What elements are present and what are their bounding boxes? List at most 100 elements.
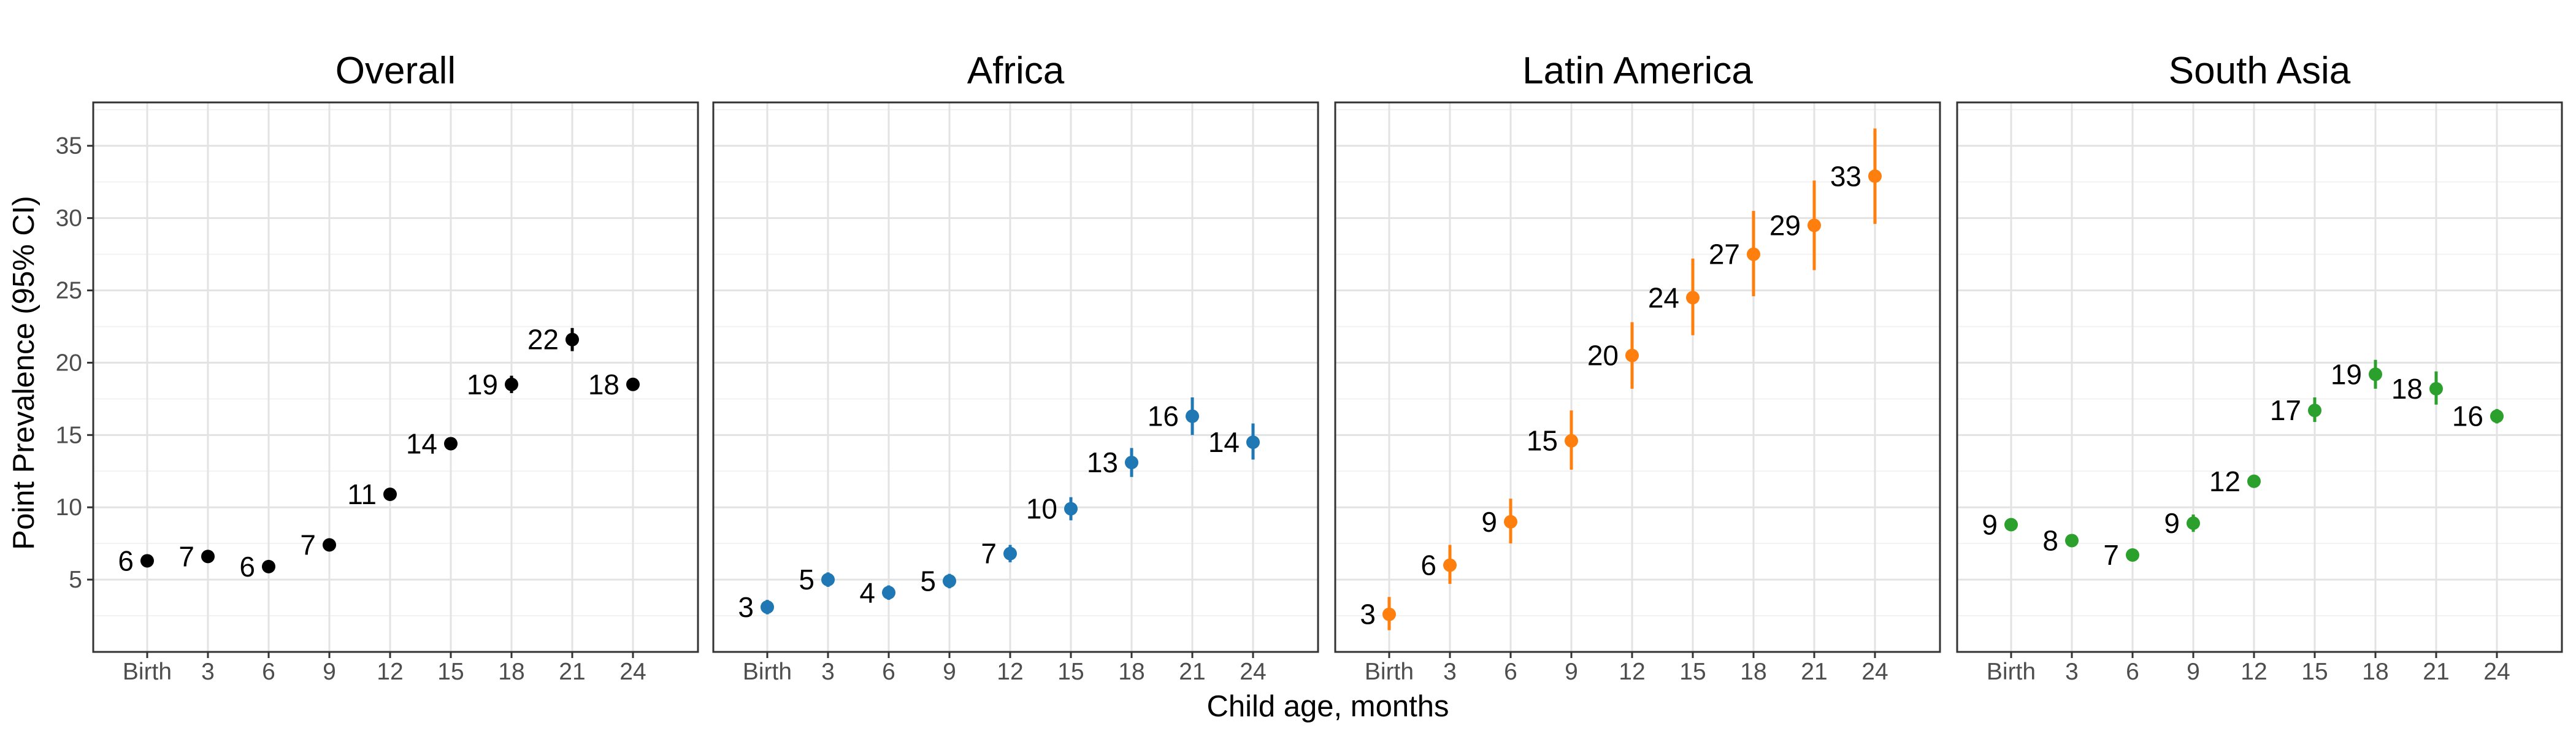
data-point — [761, 600, 774, 614]
data-label: 7 — [178, 540, 194, 572]
y-tick-label: 30 — [56, 205, 82, 232]
x-tick-label: 24 — [2483, 659, 2510, 685]
panel-border — [1334, 101, 1941, 653]
x-tick-label: 24 — [619, 659, 646, 685]
data-point — [1382, 607, 1396, 621]
x-tick-label: 24 — [1240, 659, 1266, 685]
x-tick-label: Birth — [743, 659, 792, 685]
x-tick-label: 12 — [1619, 659, 1645, 685]
data-point — [2429, 381, 2443, 396]
x-tick-label: 12 — [997, 659, 1023, 685]
data-label: 12 — [2209, 465, 2241, 497]
data-point — [2247, 474, 2261, 488]
x-tick-label: 18 — [1740, 659, 1766, 685]
panel-border — [92, 101, 699, 653]
data-point — [2308, 404, 2321, 418]
x-tick-label: 9 — [323, 659, 336, 685]
data-label: 11 — [347, 478, 377, 510]
data-point — [1186, 409, 1199, 423]
data-label: 13 — [1087, 446, 1118, 478]
data-point — [1565, 434, 1578, 448]
panel-latin-america: Latin America Birth 3 6 9 12 15 18 21 24 3 6 9 15 20 24… — [1334, 50, 1941, 685]
data-point — [505, 377, 518, 391]
x-tick-label: 21 — [1801, 659, 1827, 685]
data-label: 29 — [1769, 209, 1801, 241]
data-label: 7 — [981, 538, 997, 570]
data-label: 9 — [2164, 507, 2180, 539]
x-tick-label: 6 — [2126, 659, 2139, 685]
data-label: 16 — [2452, 400, 2483, 432]
data-point — [2065, 534, 2079, 548]
x-tick-label: 24 — [1861, 659, 1888, 685]
data-label: 20 — [1587, 340, 1619, 372]
data-point — [1686, 291, 1700, 305]
x-tick-label: 18 — [2362, 659, 2388, 685]
x-tick-label: 3 — [821, 659, 835, 685]
x-tick-label: 18 — [1118, 659, 1144, 685]
y-tick-label: 25 — [56, 278, 82, 304]
data-point — [1003, 546, 1017, 561]
panel-south-asia: South Asia Birth 3 6 9 12 15 18 21 24 9 8 7 9 12 17 19 18… — [1956, 50, 2563, 685]
data-point — [262, 559, 275, 573]
data-label: 27 — [1709, 239, 1740, 270]
x-tick-label: 9 — [943, 659, 956, 685]
data-point — [1125, 456, 1138, 470]
x-tick-label: 6 — [262, 659, 275, 685]
x-tick-label: 3 — [2065, 659, 2079, 685]
data-label: 19 — [467, 369, 498, 400]
data-point — [201, 549, 215, 564]
y-tick-label: 15 — [56, 422, 82, 448]
data-label: 14 — [406, 427, 437, 459]
facet-title: Africa — [967, 50, 1065, 92]
panel-overall: Overall Birth 3 6 9 12 15 18 21 24 5 10 15 20 25 30 35 6 7… — [56, 50, 699, 685]
x-tick-label: 21 — [559, 659, 585, 685]
data-point — [2490, 409, 2504, 423]
data-point — [444, 437, 458, 451]
data-label: 6 — [118, 545, 134, 576]
y-tick-label: 20 — [56, 350, 82, 376]
data-point — [943, 574, 956, 588]
panel-background — [713, 102, 1318, 652]
data-point — [1868, 169, 1882, 183]
data-label: 15 — [1527, 425, 1558, 457]
data-label: 18 — [588, 369, 619, 400]
y-tick-label: 35 — [56, 133, 82, 159]
data-label: 6 — [1420, 549, 1436, 581]
y-tick-label: 5 — [69, 567, 82, 593]
data-point — [140, 554, 154, 568]
data-label: 5 — [920, 565, 936, 597]
data-point — [1504, 515, 1517, 529]
data-label: 19 — [2331, 358, 2362, 390]
data-label: 9 — [1481, 506, 1497, 538]
data-point — [626, 377, 640, 391]
x-tick-label: 15 — [437, 659, 464, 685]
data-point — [2187, 516, 2200, 530]
data-label: 6 — [239, 551, 255, 583]
panel-africa: Africa Birth 3 6 9 12 15 18 21 24 3 5 4 5 7 10 13 16 14 — [712, 50, 1319, 685]
data-label: 17 — [2270, 394, 2301, 426]
data-label: 33 — [1830, 160, 1861, 192]
data-point — [2004, 518, 2018, 532]
data-label: 22 — [527, 324, 559, 356]
data-label: 14 — [1208, 426, 1240, 458]
x-tick-label: 12 — [377, 659, 403, 685]
data-label: 4 — [859, 576, 875, 608]
panel-border — [1956, 101, 2563, 653]
data-point — [383, 487, 397, 501]
facet-title: South Asia — [2169, 50, 2351, 92]
panel-background — [93, 102, 698, 652]
x-tick-label: 21 — [1179, 659, 1205, 685]
x-tick-label: 9 — [2187, 659, 2200, 685]
data-point — [1807, 218, 1821, 232]
data-point — [1747, 247, 1760, 261]
data-label: 10 — [1026, 493, 1057, 525]
x-tick-label: 3 — [1443, 659, 1457, 685]
data-label: 8 — [2042, 524, 2058, 556]
x-tick-label: 21 — [2423, 659, 2449, 685]
x-tick-label: 6 — [1504, 659, 1517, 685]
x-tick-label: 15 — [1057, 659, 1084, 685]
data-label: 9 — [1982, 509, 1998, 541]
x-tick-label: Birth — [1365, 659, 1414, 685]
y-tick-label: 10 — [56, 494, 82, 521]
